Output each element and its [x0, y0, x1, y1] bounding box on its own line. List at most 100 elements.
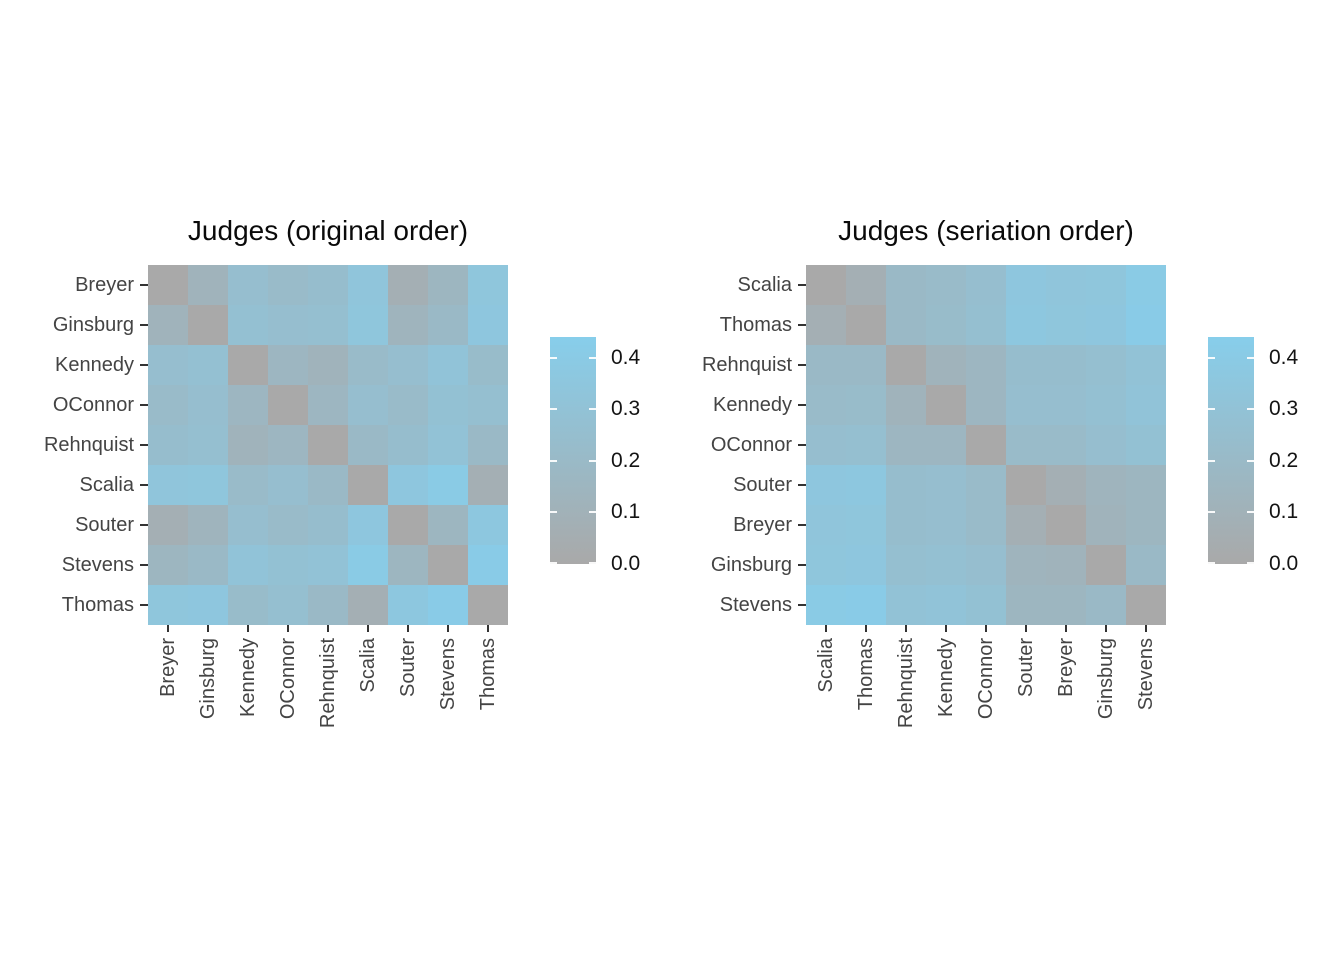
axis-tick — [798, 484, 806, 486]
x-axis-col: Souter — [1006, 638, 1046, 748]
heatmap-cell — [926, 425, 966, 465]
heatmap-cell — [846, 505, 886, 545]
x-axis-col: Scalia — [806, 638, 846, 748]
y-axis-row: Ginsburg — [658, 545, 806, 585]
legend-tick — [1247, 356, 1254, 359]
heatmap-cell — [268, 505, 308, 545]
axis-tick — [140, 484, 148, 486]
heatmap-cell — [1086, 305, 1126, 345]
row-label: Rehnquist — [701, 353, 792, 376]
heatmap-cell — [846, 545, 886, 585]
heatmap-cell — [1006, 265, 1046, 305]
heatmap-cell — [806, 425, 846, 465]
x-axis-col: Breyer — [1046, 638, 1086, 748]
heatmap-cell — [1086, 385, 1126, 425]
y-axis-row: Rehnquist — [0, 425, 148, 465]
col-label: Thomas — [855, 638, 877, 711]
row-label: Scalia — [737, 273, 792, 296]
heatmap-cell — [468, 305, 508, 345]
legend-tick — [550, 356, 557, 359]
heatmap-cell — [188, 345, 228, 385]
row-label: Kennedy — [713, 393, 792, 416]
heatmap-cell — [348, 465, 388, 505]
heatmap-cell — [1086, 265, 1126, 305]
heatmap-cell — [1046, 545, 1086, 585]
heatmap-cell — [1126, 265, 1166, 305]
heatmap-cell — [308, 585, 348, 625]
x-axis-col: Thomas — [846, 638, 886, 748]
legend-tick — [589, 511, 596, 514]
x-axis-col: Kennedy — [926, 638, 966, 748]
heatmap-cell — [886, 345, 926, 385]
heatmap-cell — [188, 425, 228, 465]
x-axis-col: OConnor — [966, 638, 1006, 748]
heatmap-cell — [926, 345, 966, 385]
heatmap-cell — [468, 505, 508, 545]
heatmap-cell — [468, 385, 508, 425]
heatmap-cell — [348, 585, 388, 625]
heatmap-cell — [966, 345, 1006, 385]
heatmap-cell — [228, 345, 268, 385]
legend-tick — [1247, 459, 1254, 462]
heatmap-cell — [428, 505, 468, 545]
axis-tick — [207, 625, 209, 632]
heatmap-cell — [468, 545, 508, 585]
axis-tick — [407, 625, 409, 632]
axis-tick — [1025, 625, 1027, 632]
heatmap-cell — [348, 545, 388, 585]
col-label: OConnor — [975, 638, 997, 720]
legend-tick-label: 0.2 — [611, 448, 641, 472]
heatmap-cell — [188, 265, 228, 305]
legend-tick-label: 0.1 — [611, 500, 641, 524]
heatmap-cell — [1086, 505, 1126, 545]
heatmap-cell — [1126, 585, 1166, 625]
heatmap-cell — [1086, 425, 1126, 465]
heatmap-cell — [926, 585, 966, 625]
heatmap-cell — [228, 585, 268, 625]
heatmap-cell — [966, 385, 1006, 425]
axis-tick — [865, 625, 867, 632]
heatmap-cell — [308, 345, 348, 385]
legend-tick-label: 0.1 — [1269, 500, 1299, 524]
legend-tick-label: 0.2 — [1269, 448, 1299, 472]
heatmap-cell — [388, 305, 428, 345]
legend-tick-label: 0.3 — [611, 397, 641, 421]
heatmap-cell — [1006, 545, 1046, 585]
panel-title-original: Judges (original order) — [187, 215, 469, 246]
heatmap-cell — [268, 545, 308, 585]
heatmap-cell — [886, 545, 926, 585]
heatmap-cell — [428, 265, 468, 305]
y-axis-row: OConnor — [0, 385, 148, 425]
axis-tick — [798, 324, 806, 326]
axis-tick — [140, 604, 148, 606]
heatmap-cell — [228, 505, 268, 545]
y-axis-row: Thomas — [658, 305, 806, 345]
heatmap-cell — [886, 305, 926, 345]
heatmap-cell — [1006, 385, 1046, 425]
heatmap-cell — [1046, 345, 1086, 385]
x-axis-col: Stevens — [1126, 638, 1166, 748]
row-label: Thomas — [61, 593, 134, 616]
heatmap-cell — [428, 425, 468, 465]
heatmap-cell — [926, 265, 966, 305]
heatmap-cell — [1046, 505, 1086, 545]
col-label: Stevens — [437, 638, 459, 711]
heatmap-cell — [308, 425, 348, 465]
col-label: Scalia — [815, 638, 837, 693]
heatmap-cell — [1126, 305, 1166, 345]
heatmap-cell — [1126, 385, 1166, 425]
heatmap-cell — [1006, 345, 1046, 385]
row-label: Rehnquist — [43, 433, 134, 456]
axis-tick — [798, 284, 806, 286]
heatmap-cell — [188, 385, 228, 425]
heatmap-cell — [428, 585, 468, 625]
heatmap-cell — [806, 545, 846, 585]
legend-tick — [1208, 511, 1215, 514]
heatmap-cell — [268, 345, 308, 385]
axis-tick — [798, 364, 806, 366]
heatmap-cell — [1046, 265, 1086, 305]
heatmap-cell — [348, 305, 388, 345]
panel-title-seriation: Judges (seriation order) — [838, 215, 1134, 246]
y-axis-row: Breyer — [0, 265, 148, 305]
axis-tick — [798, 604, 806, 606]
